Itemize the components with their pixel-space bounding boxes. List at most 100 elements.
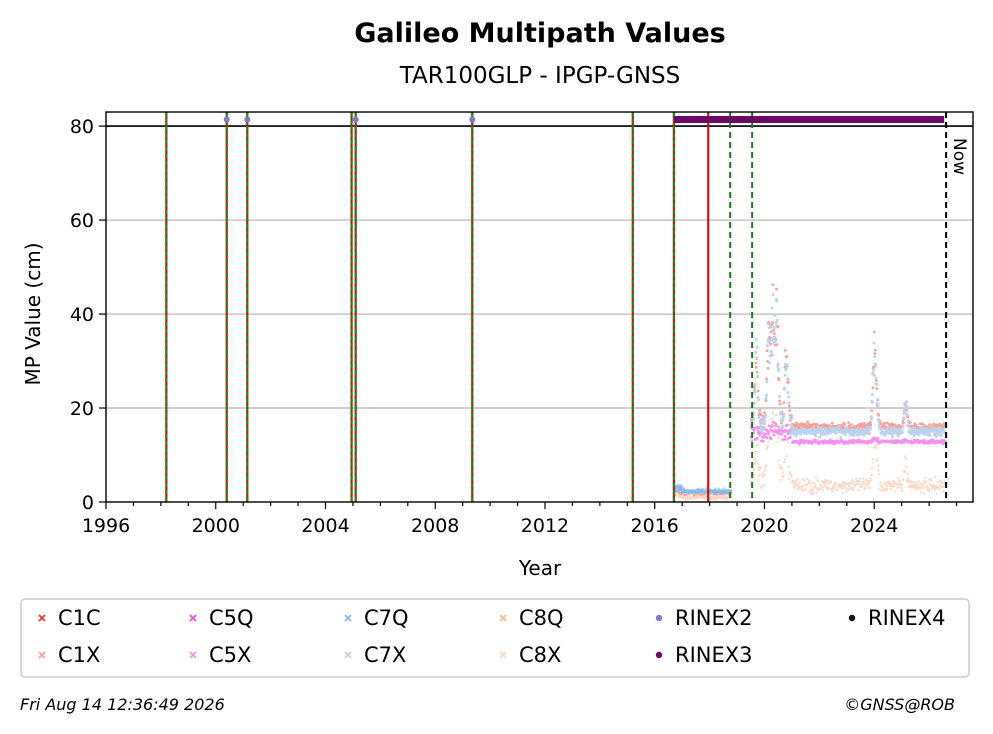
data-point <box>864 483 867 486</box>
data-point <box>796 477 799 481</box>
legend-item: C7Q <box>344 606 409 630</box>
data-point <box>693 493 696 497</box>
data-point <box>874 376 878 380</box>
plot-area: Now 1996 2000 2004 2008 2012 2016 2020 2024 0 20 40… <box>70 111 974 537</box>
data-point <box>876 464 880 467</box>
data-point <box>858 477 862 480</box>
data-point <box>913 486 916 489</box>
data-point <box>770 424 774 427</box>
data-point <box>754 350 758 354</box>
data-point <box>788 471 791 474</box>
data-point <box>868 420 872 424</box>
data-point <box>880 425 884 429</box>
data-point <box>928 423 931 427</box>
data-point <box>870 409 874 412</box>
data-point <box>814 476 818 480</box>
data-point <box>840 487 844 490</box>
y-tick-label: 80 <box>70 116 94 138</box>
legend-label: C8X <box>519 643 561 667</box>
data-point <box>771 293 775 297</box>
data-point <box>784 348 787 352</box>
data-point <box>886 426 889 429</box>
data-point <box>843 423 847 426</box>
data-point <box>870 393 874 397</box>
data-point <box>763 422 766 426</box>
x-tick-label: 2016 <box>631 515 679 537</box>
data-point <box>756 389 760 393</box>
data-point <box>758 474 761 477</box>
legend-label: C5Q <box>209 606 254 630</box>
x-tick-label: 2004 <box>301 515 349 537</box>
data-point <box>844 432 848 436</box>
data-point <box>775 413 778 417</box>
data-point <box>791 479 795 482</box>
data-point <box>907 477 910 480</box>
data-point <box>775 299 779 303</box>
data-point <box>906 473 909 476</box>
data-point <box>756 444 759 447</box>
data-point <box>780 467 784 471</box>
data-point <box>836 488 839 491</box>
data-point <box>764 396 768 400</box>
data-point <box>768 354 772 358</box>
data-point <box>802 484 805 487</box>
data-point <box>918 480 921 483</box>
data-point <box>923 432 927 436</box>
data-point <box>914 481 918 485</box>
data-point <box>773 336 777 339</box>
data-point <box>754 365 758 369</box>
legend-label: RINEX2 <box>675 606 753 630</box>
x-tick-label: 1996 <box>82 515 130 537</box>
data-point <box>793 486 796 490</box>
data-point <box>935 492 938 496</box>
data-point <box>809 485 812 488</box>
data-point <box>783 387 787 391</box>
legend-label: C7X <box>364 643 406 667</box>
data-point <box>814 434 817 438</box>
data-point <box>755 425 759 429</box>
data-point <box>852 488 855 492</box>
data-point <box>877 469 880 472</box>
data-point <box>823 480 826 483</box>
data-point <box>851 479 854 482</box>
data-point <box>754 462 757 465</box>
data-point <box>757 469 761 472</box>
data-point <box>943 480 946 483</box>
data-point <box>766 445 769 448</box>
data-point <box>885 484 888 487</box>
data-point <box>871 457 875 461</box>
data-point <box>893 490 897 493</box>
data-point <box>891 435 894 439</box>
data-point <box>771 420 775 424</box>
data-point <box>862 477 865 480</box>
data-point <box>774 423 778 427</box>
data-point <box>755 345 759 349</box>
data-point <box>790 475 794 478</box>
data-point <box>687 493 691 497</box>
data-point <box>830 421 834 425</box>
data-point <box>752 385 756 389</box>
rinex2-point <box>469 116 476 123</box>
data-point <box>814 484 817 487</box>
data-point <box>890 487 893 491</box>
data-point <box>765 377 768 381</box>
data-point <box>885 421 889 425</box>
data-point <box>778 463 781 466</box>
data-point <box>769 330 773 334</box>
x-tick-label: 2012 <box>521 515 569 537</box>
data-point <box>675 493 678 496</box>
data-point <box>869 423 873 427</box>
data-point <box>875 387 879 391</box>
data-point <box>751 417 755 421</box>
data-point <box>867 422 870 425</box>
data-point <box>927 489 931 492</box>
data-point <box>755 460 758 463</box>
data-point <box>876 403 880 407</box>
data-point <box>821 489 824 492</box>
legend-marker <box>344 651 352 659</box>
legend-item: C1C <box>38 606 101 630</box>
legend-item: C5X <box>189 643 251 667</box>
data-point <box>857 483 860 486</box>
data-point <box>801 477 805 481</box>
data-point <box>805 487 808 490</box>
